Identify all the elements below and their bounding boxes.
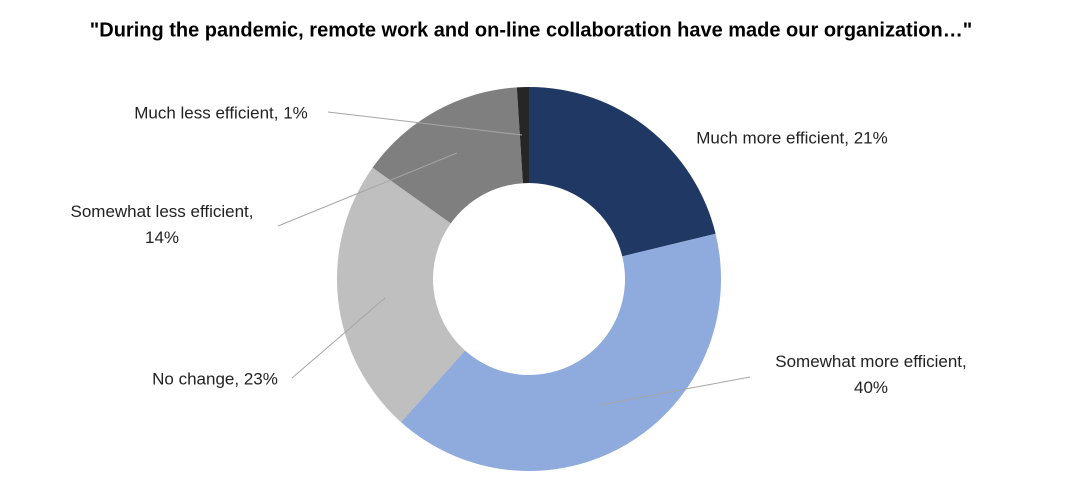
data-label: Much more efficient, 21% xyxy=(696,128,888,147)
data-label: No change, 23% xyxy=(152,369,278,388)
data-label: Somewhat more efficient, 40% xyxy=(775,352,967,397)
donut-slice xyxy=(337,167,465,423)
data-label: Somewhat less efficient, 14% xyxy=(71,202,254,247)
donut-slice xyxy=(400,233,721,472)
chart-title: "During the pandemic, remote work and on… xyxy=(90,19,972,41)
leader-line xyxy=(599,376,751,406)
donut-slice xyxy=(529,87,716,257)
donut-slice xyxy=(516,87,529,184)
data-label: Much less efficient, 1% xyxy=(134,103,308,122)
leader-line xyxy=(291,297,386,379)
donut-slice xyxy=(372,87,523,224)
leader-line xyxy=(327,111,523,136)
leader-line xyxy=(277,152,458,227)
